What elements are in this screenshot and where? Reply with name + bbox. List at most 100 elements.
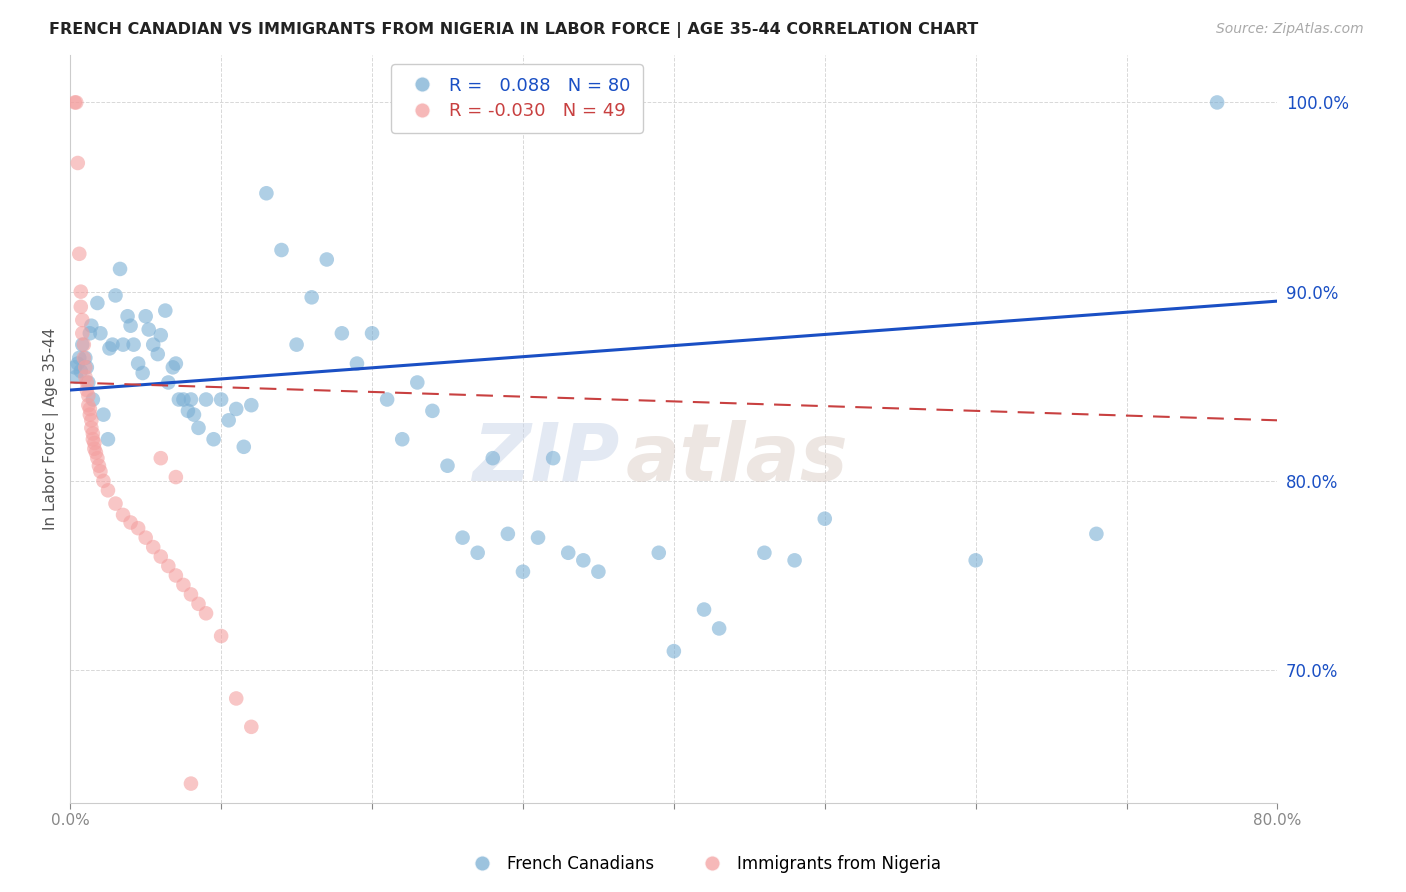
Point [195,392,218,407]
Point [693,602,716,616]
Point [87,458,110,473]
Point [86,296,108,310]
Point [72,337,94,351]
Point [112,337,135,351]
Point [557,546,579,560]
Point [127,521,149,535]
Point [79,401,101,416]
Point [80,413,103,427]
Point [330,326,353,341]
Point [1085,526,1108,541]
Point [142,337,165,351]
Point [496,526,519,541]
Point [73,337,96,351]
Point [301,290,323,304]
Point [240,720,263,734]
Point [82,426,104,441]
Point [180,776,202,790]
Point [82,432,104,446]
Point [218,413,240,427]
Text: FRENCH CANADIAN VS IMMIGRANTS FROM NIGERIA IN LABOR FORCE | AGE 35-44 CORRELATIO: FRENCH CANADIAN VS IMMIGRANTS FROM NIGER… [49,22,979,38]
Point [86,451,108,466]
Point [270,243,292,257]
Point [97,483,120,498]
Point [76,376,98,390]
Point [285,337,308,351]
Point [572,553,595,567]
Point [202,432,225,446]
Point [512,565,534,579]
Y-axis label: In Labor Force | Age 35-44: In Labor Force | Age 35-44 [44,327,59,530]
Point [315,252,337,267]
Point [165,568,187,582]
Point [375,392,398,407]
Point [93,474,115,488]
Point [93,408,115,422]
Point [1206,95,1229,110]
Point [67,247,90,261]
Point [117,310,139,324]
Legend: R =   0.088   N = 80, R = -0.030   N = 49: R = 0.088 N = 80, R = -0.030 N = 49 [391,64,643,133]
Point [112,508,135,522]
Point [391,432,413,446]
Point [120,516,142,530]
Point [225,401,247,416]
Point [422,404,444,418]
Point [65,95,87,110]
Point [69,285,91,299]
Point [79,408,101,422]
Point [97,432,120,446]
Point [127,357,149,371]
Point [814,512,837,526]
Point [80,421,103,435]
Point [662,644,685,658]
Point [66,357,89,371]
Point [183,408,205,422]
Point [80,318,103,333]
Point [754,546,776,560]
Point [83,442,105,456]
Point [209,629,232,643]
Point [177,404,200,418]
Point [77,389,100,403]
Point [965,553,987,567]
Point [63,360,86,375]
Point [72,313,94,327]
Point [180,587,202,601]
Point [451,531,474,545]
Point [346,357,368,371]
Point [157,376,180,390]
Point [73,351,96,365]
Point [138,322,160,336]
Point [162,360,184,375]
Point [69,300,91,314]
Point [65,369,87,384]
Point [707,622,730,636]
Point [232,440,254,454]
Point [436,458,458,473]
Point [149,549,172,564]
Point [131,366,153,380]
Point [648,546,671,560]
Point [142,540,165,554]
Point [783,553,806,567]
Point [98,342,121,356]
Point [84,445,107,459]
Point [149,451,172,466]
Point [63,95,86,110]
Point [406,376,429,390]
Point [75,369,97,384]
Point [76,360,98,375]
Point [77,398,100,412]
Point [172,392,194,407]
Point [225,691,247,706]
Text: Source: ZipAtlas.com: Source: ZipAtlas.com [1216,22,1364,37]
Point [187,421,209,435]
Point [66,156,89,170]
Point [146,347,169,361]
Point [104,497,127,511]
Point [467,546,489,560]
Point [135,310,157,324]
Point [187,597,209,611]
Point [157,559,180,574]
